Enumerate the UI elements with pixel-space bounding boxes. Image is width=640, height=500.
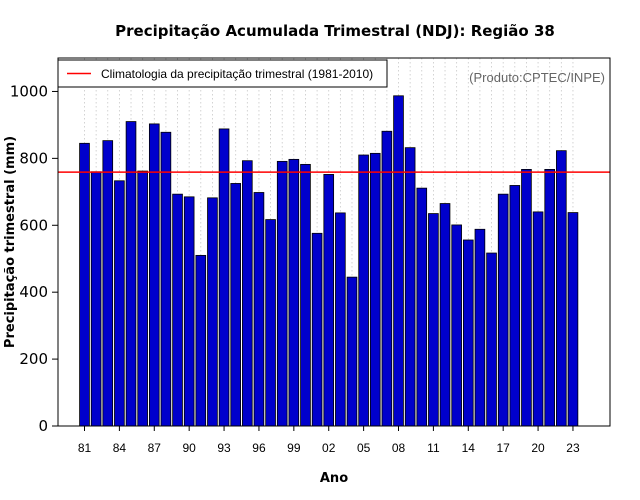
chart-title: Precipitação Acumulada Trimestral (NDJ):…	[115, 22, 555, 40]
bar-2000	[300, 163, 311, 427]
bar-2012	[439, 203, 451, 427]
x-tick-label-2008: 08	[392, 441, 406, 455]
y-axis: 0 200 400 600 800 1000	[10, 82, 58, 435]
x-tick-label-1999: 99	[287, 441, 301, 455]
y-tick-label-800: 800	[19, 149, 48, 167]
bar-2001	[311, 232, 323, 427]
y-tick-label-600: 600	[19, 216, 48, 234]
y-tick-label-400: 400	[19, 283, 48, 301]
bar-2004	[346, 276, 358, 427]
bar-2021	[544, 169, 555, 427]
bar-2016	[486, 252, 497, 427]
bar-1996	[253, 192, 265, 427]
x-tick-label-2002: 02	[322, 441, 336, 455]
x-axis-title: Ano	[320, 471, 348, 486]
bar-2007	[381, 130, 393, 427]
credit-text: (Produto:CPTEC/INPE)	[469, 70, 605, 85]
bar-1989	[172, 193, 183, 427]
bar-2023	[567, 212, 579, 427]
x-tick-label-1987: 87	[148, 441, 162, 455]
bar-1992	[207, 197, 218, 427]
bar-2017	[497, 193, 509, 427]
legend-label: Climatologia da precipitação trimestral …	[101, 67, 373, 81]
bar-2010	[416, 187, 428, 427]
bar-2003	[335, 212, 346, 427]
bar-1993	[218, 128, 230, 427]
bar-2013	[451, 224, 462, 427]
bar-1981	[79, 142, 90, 427]
bar-1988	[160, 131, 172, 427]
legend: Climatologia da precipitação trimestral …	[57, 59, 388, 88]
x-tick-label-1993: 93	[217, 441, 231, 455]
bars	[79, 95, 579, 427]
bar-1997	[265, 219, 276, 427]
bar-2009	[404, 147, 416, 427]
legend-box	[57, 59, 388, 88]
x-axis: 81 84 87 90 93 96 99 02 05 08 11 14 17 20 23	[78, 426, 580, 455]
x-tick-label-1990: 90	[182, 441, 196, 455]
bar-1984	[114, 180, 125, 427]
bar-1987	[148, 123, 160, 427]
bar-2008	[393, 95, 404, 427]
bar-2014	[462, 239, 474, 427]
bar-1990	[183, 196, 195, 427]
x-tick-label-1996: 96	[252, 441, 266, 455]
bar-1983	[102, 140, 114, 427]
bar-2019	[521, 169, 532, 427]
y-axis-title: Precipitação trimestral (mm)	[3, 136, 18, 348]
bar-1991	[195, 254, 207, 427]
x-tick-label-2011: 11	[427, 441, 440, 455]
y-tick-label-200: 200	[19, 350, 48, 368]
plot-frame	[57, 57, 611, 427]
bar-2015	[474, 228, 486, 427]
x-tick-label-1981: 81	[78, 441, 92, 455]
bar-1999	[288, 158, 300, 427]
x-tick-label-2017: 17	[497, 441, 511, 455]
bar-1995	[242, 160, 253, 427]
bar-2020	[532, 211, 544, 427]
bar-1982	[90, 171, 102, 427]
x-tick-label-2020: 20	[531, 441, 545, 455]
bar-2005	[358, 154, 369, 427]
bar-1998	[276, 160, 288, 427]
bar-1985	[125, 121, 137, 427]
y-tick-label-1000: 1000	[10, 82, 48, 100]
bar-2002	[323, 174, 335, 427]
x-tick-label-2014: 14	[462, 441, 476, 455]
y-tick-label-0: 0	[38, 417, 48, 435]
bar-1986	[137, 170, 148, 427]
bar-1994	[230, 183, 241, 427]
bar-2011	[428, 213, 439, 427]
bar-2022	[556, 150, 567, 427]
bar-2006	[369, 152, 381, 427]
x-tick-label-2005: 05	[357, 441, 371, 455]
x-tick-label-2023: 23	[566, 441, 580, 455]
x-tick-label-1984: 84	[113, 441, 127, 455]
bar-2018	[509, 185, 521, 427]
